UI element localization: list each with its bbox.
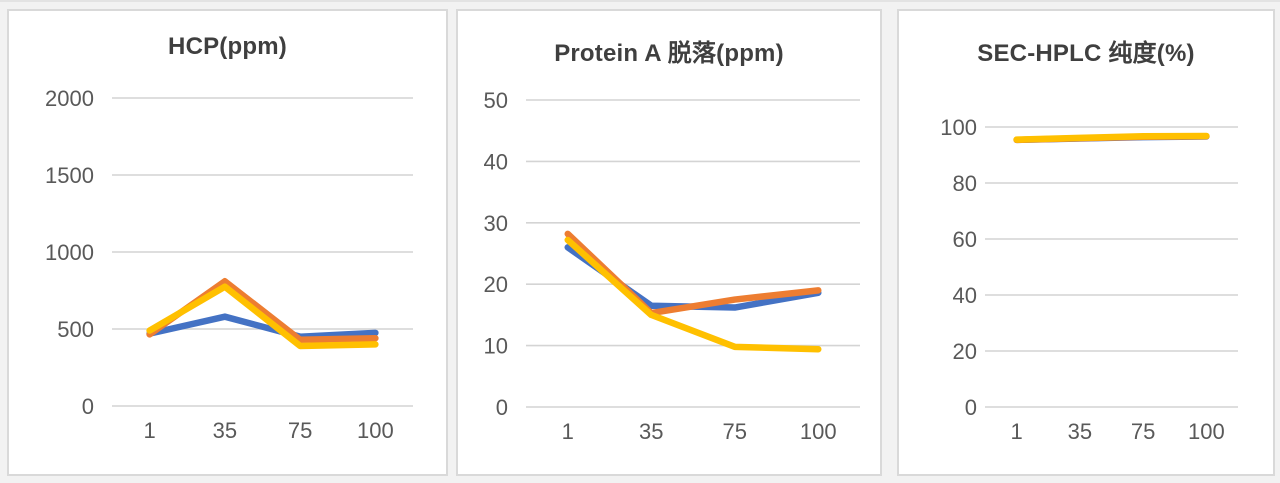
chart-panel-hcp: HCP(ppm) 0 500 1000 1500 2000 1 35 75 100 [7,9,448,476]
y-tick-label: 20 [484,272,508,297]
y-tick-label: 2000 [45,86,94,111]
y-tick-label: 0 [82,394,94,419]
x-tick-label: 75 [723,419,747,444]
chart-title-protein-a: Protein A 脱落(ppm) [554,40,784,67]
x-tick-label: 75 [288,418,312,443]
y-tick-label: 40 [953,283,977,308]
x-tick-label: 1 [1011,419,1023,444]
series-yellow-line [564,236,822,353]
x-tick-label: 100 [357,418,394,443]
x-tick-label: 100 [800,419,837,444]
x-tick-label: 1 [562,419,574,444]
series-blue-line [146,313,379,340]
x-tick-label: 1 [144,418,156,443]
y-tick-label: 0 [496,395,508,420]
y-tick-label: 0 [965,395,977,420]
y-tick-label: 50 [484,88,508,113]
chart-title-hcp: HCP(ppm) [168,33,287,60]
line-chart-sec-hplc: 0 20 40 60 80 100 1 35 75 100 [940,115,1238,444]
y-tick-label: 20 [953,339,977,364]
y-tick-label: 1500 [45,163,94,188]
y-tick-label: 10 [484,334,508,359]
line-chart-protein-a: 0 10 20 30 40 50 1 35 75 100 [484,88,860,444]
y-tick-label: 1000 [45,240,94,265]
x-tick-label: 75 [1131,419,1155,444]
series-yellow-line [1013,132,1210,143]
x-tick-label: 35 [639,419,663,444]
x-tick-label: 100 [1188,419,1225,444]
x-tick-label: 35 [213,418,237,443]
y-tick-label: 30 [484,211,508,236]
chart-title-sec-hplc: SEC-HPLC 纯度(%) [977,40,1195,67]
series-yellow-line [146,283,379,350]
x-tick-label: 35 [1068,419,1092,444]
y-tick-label: 500 [57,317,94,342]
y-tick-label: 60 [953,227,977,252]
y-tick-label: 100 [940,115,977,140]
line-chart-hcp: 0 500 1000 1500 2000 1 35 75 100 [45,86,413,443]
y-tick-label: 40 [484,149,508,174]
y-tick-label: 80 [953,171,977,196]
chart-panel-protein-a: Protein A 脱落(ppm) 0 10 20 30 40 50 1 35 75 100 [456,9,882,476]
chart-panel-sec-hplc: SEC-HPLC 纯度(%) 0 20 40 60 80 100 1 35 75 100 [897,9,1275,476]
